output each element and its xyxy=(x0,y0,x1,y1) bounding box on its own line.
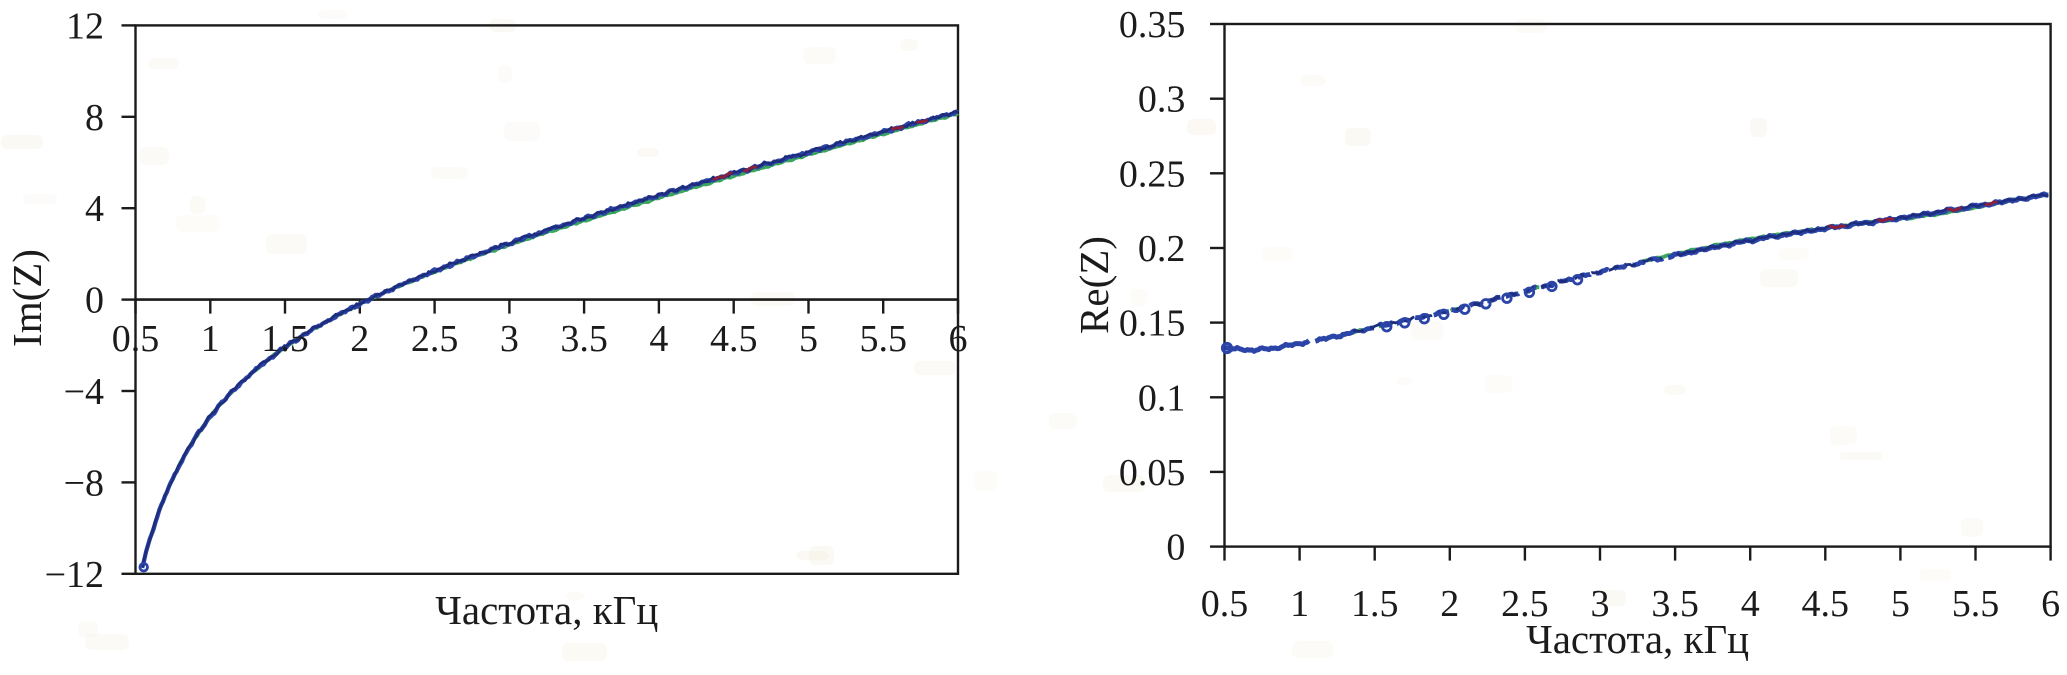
svg-text:0.25: 0.25 xyxy=(1119,153,1186,195)
svg-text:Re(Z): Re(Z) xyxy=(1071,236,1117,334)
svg-text:1: 1 xyxy=(201,318,220,360)
svg-text:5: 5 xyxy=(1891,583,1910,625)
svg-text:3: 3 xyxy=(1591,583,1610,625)
svg-text:0.2: 0.2 xyxy=(1138,228,1186,270)
svg-text:0.1: 0.1 xyxy=(1138,377,1186,419)
svg-text:−12: −12 xyxy=(45,554,104,596)
svg-text:6: 6 xyxy=(2041,583,2060,625)
svg-text:0: 0 xyxy=(1166,527,1185,569)
svg-text:3.5: 3.5 xyxy=(1651,583,1699,625)
svg-text:0.05: 0.05 xyxy=(1119,452,1186,494)
svg-text:4: 4 xyxy=(85,188,104,230)
svg-text:1.5: 1.5 xyxy=(261,318,309,360)
svg-text:0.5: 0.5 xyxy=(112,318,160,360)
svg-text:0.35: 0.35 xyxy=(1119,4,1186,46)
svg-text:6: 6 xyxy=(949,318,968,360)
svg-text:8: 8 xyxy=(85,97,104,139)
svg-text:0: 0 xyxy=(85,280,104,322)
svg-text:2: 2 xyxy=(1440,583,1459,625)
svg-text:5: 5 xyxy=(799,318,818,360)
svg-text:3.5: 3.5 xyxy=(560,318,608,360)
svg-text:Частота, кГц: Частота, кГц xyxy=(1526,616,1749,662)
svg-text:Частота, кГц: Частота, кГц xyxy=(435,587,658,633)
svg-text:3: 3 xyxy=(500,318,519,360)
svg-text:0.3: 0.3 xyxy=(1138,79,1186,121)
svg-text:−4: −4 xyxy=(64,371,104,413)
svg-text:0.5: 0.5 xyxy=(1201,583,1249,625)
svg-text:−8: −8 xyxy=(64,462,104,504)
svg-text:4: 4 xyxy=(649,318,668,360)
svg-text:4: 4 xyxy=(1741,583,1760,625)
svg-text:2.5: 2.5 xyxy=(411,318,459,360)
svg-text:2.5: 2.5 xyxy=(1501,583,1549,625)
svg-text:4.5: 4.5 xyxy=(710,318,758,360)
svg-text:1.5: 1.5 xyxy=(1351,583,1399,625)
svg-text:1: 1 xyxy=(1290,583,1309,625)
svg-text:Im(Z): Im(Z) xyxy=(4,249,50,347)
svg-text:0.15: 0.15 xyxy=(1119,303,1186,345)
svg-text:12: 12 xyxy=(66,5,104,47)
svg-text:5.5: 5.5 xyxy=(1952,583,2000,625)
svg-text:2: 2 xyxy=(350,318,369,360)
svg-text:4.5: 4.5 xyxy=(1802,583,1850,625)
svg-text:5.5: 5.5 xyxy=(859,318,907,360)
